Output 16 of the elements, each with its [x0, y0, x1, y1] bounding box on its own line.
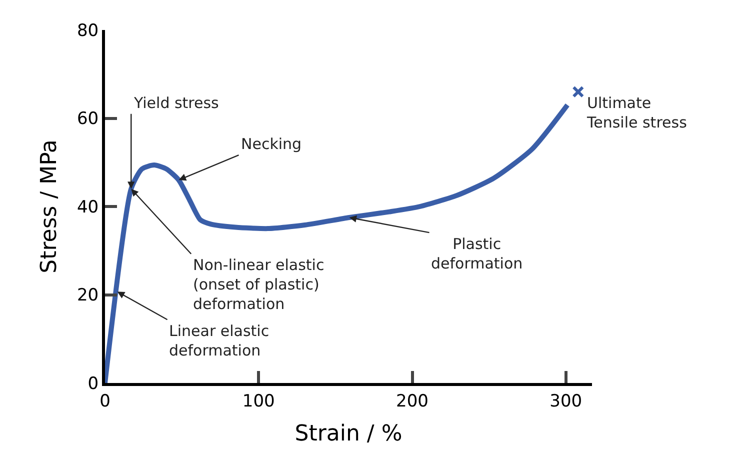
annotation: Yield stress [133, 94, 220, 112]
x-tick-label: 300 [550, 391, 582, 412]
y-tick-label: 20 [76, 286, 99, 306]
y-tick-label: 80 [76, 20, 99, 41]
y-tick-label: 60 [76, 109, 99, 130]
y-tick-label: 40 [76, 197, 99, 218]
x-tick-label: 200 [396, 391, 428, 412]
x-tick-label: 100 [242, 391, 275, 412]
annotation: Plastic deformation [431, 235, 523, 272]
annotation: Ultimate Tensile stress [586, 94, 688, 132]
annotation: Linear elastic deformation [169, 322, 270, 360]
y-axis-title: Stress / MPa [36, 140, 62, 274]
annotation: Necking [241, 135, 302, 153]
annotation: Non-linear elastic (onset of plastic) deformation [193, 256, 324, 313]
y-tick-label: 0 [88, 374, 99, 394]
x-axis-title: Strain / % [294, 421, 402, 446]
